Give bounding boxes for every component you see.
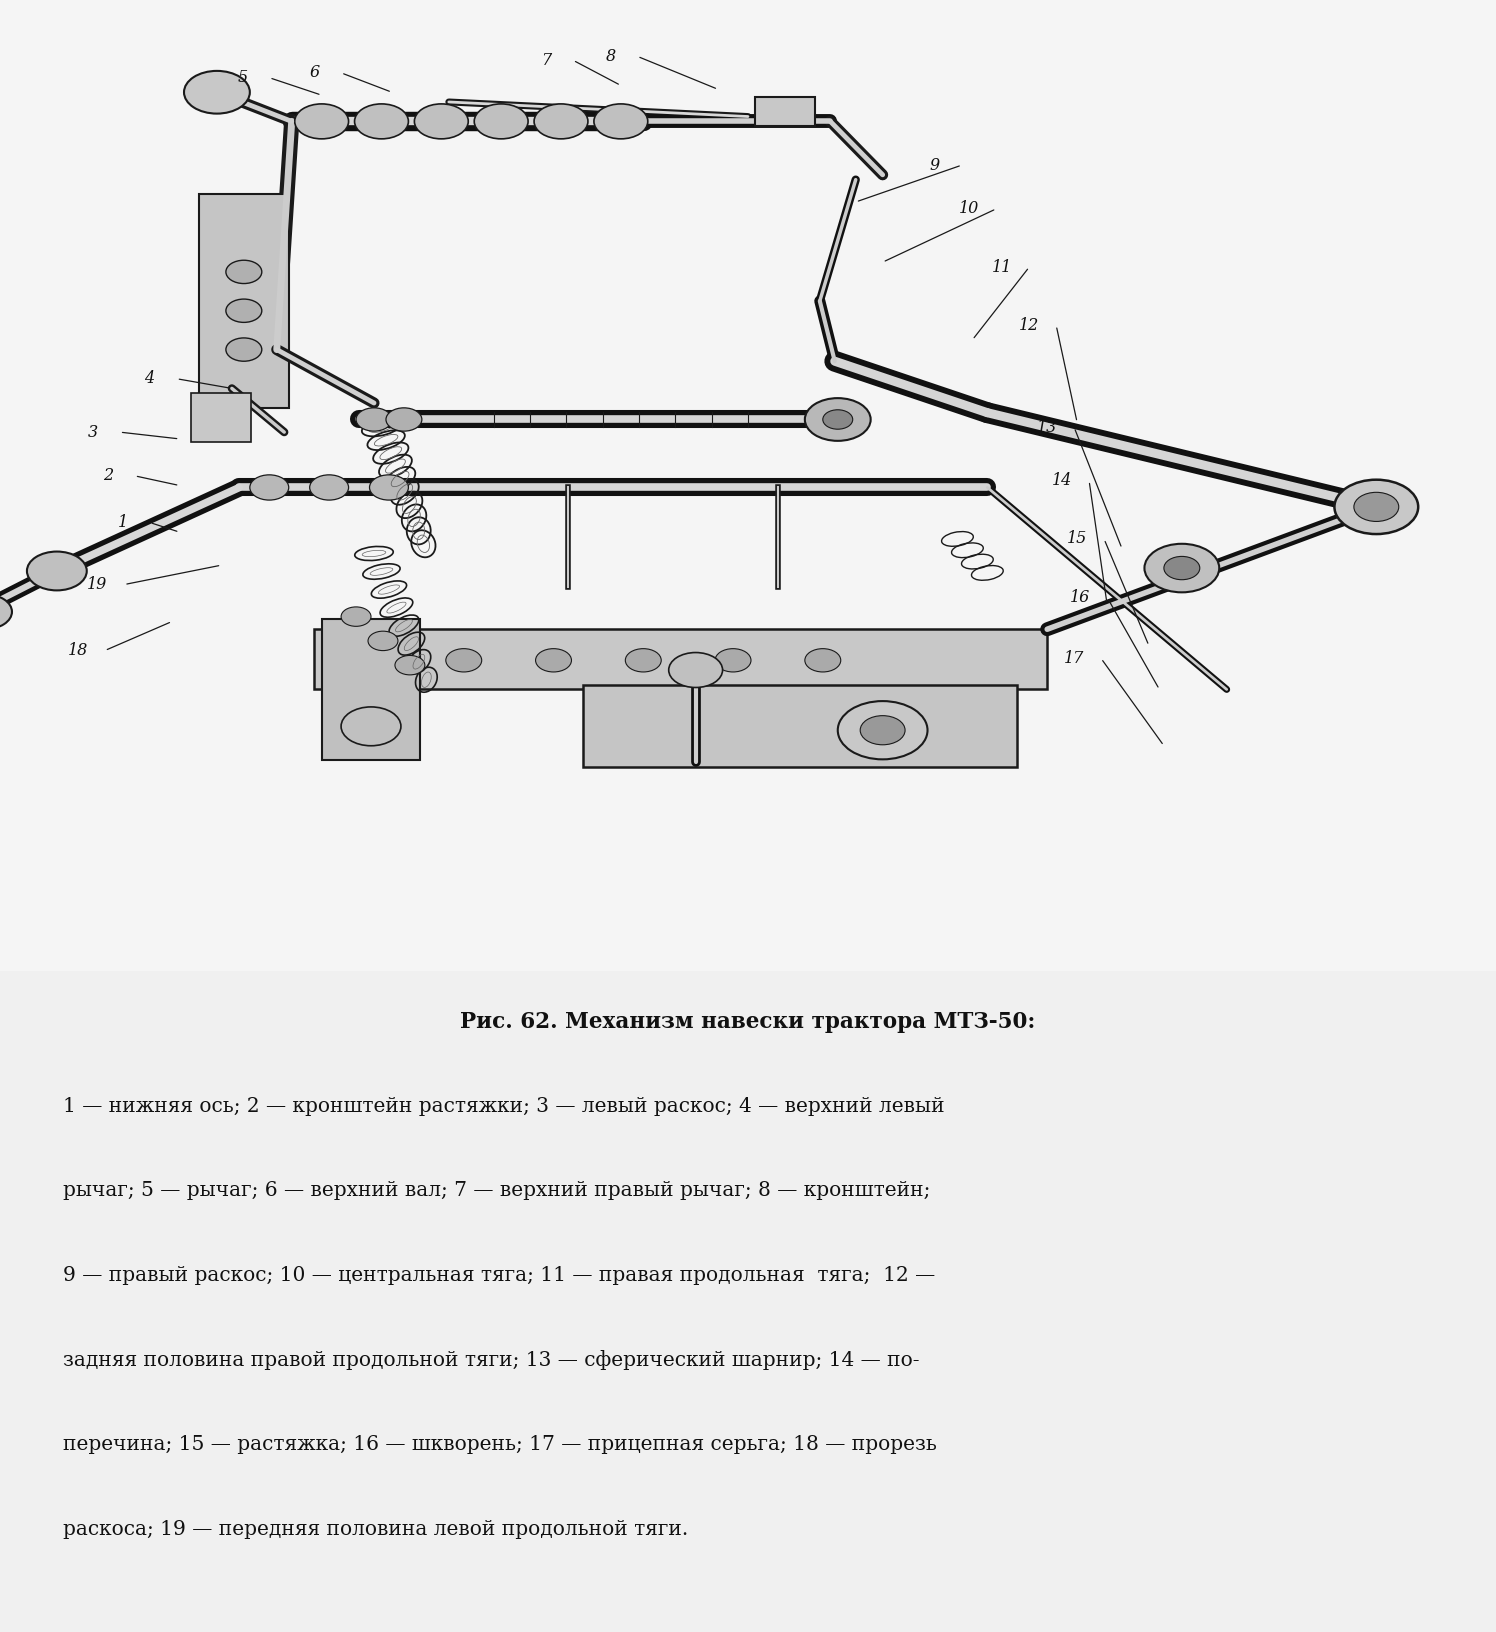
Text: 8: 8 (606, 47, 615, 65)
Circle shape (1144, 543, 1219, 592)
Text: 12: 12 (1019, 317, 1040, 335)
Text: 1: 1 (118, 514, 127, 530)
Text: задняя половина правой продольной тяги; 13 — сферический шарнир; 14 — по-: задняя половина правой продольной тяги; … (63, 1350, 920, 1371)
Circle shape (414, 104, 468, 139)
Circle shape (446, 648, 482, 672)
Circle shape (536, 648, 571, 672)
Text: 9 — правый раскос; 10 — центральная тяга; 11 — правая продольная  тяга;  12 —: 9 — правый раскос; 10 — центральная тяга… (63, 1266, 935, 1284)
Text: 1 — нижняя ось; 2 — кронштейн растяжки; 3 — левый раскос; 4 — верхний левый: 1 — нижняя ось; 2 — кронштейн растяжки; … (63, 1097, 944, 1116)
Text: 16: 16 (1070, 589, 1091, 605)
Circle shape (370, 475, 408, 499)
FancyBboxPatch shape (199, 194, 289, 408)
Circle shape (1354, 493, 1399, 522)
Text: раскоса; 19 — передняя половина левой продольной тяги.: раскоса; 19 — передняя половина левой пр… (63, 1519, 688, 1539)
FancyBboxPatch shape (322, 619, 419, 761)
Text: 7: 7 (542, 52, 551, 69)
Circle shape (805, 398, 871, 441)
Text: 13: 13 (1037, 419, 1058, 436)
Circle shape (395, 656, 425, 676)
Polygon shape (583, 684, 1017, 767)
Polygon shape (755, 96, 815, 126)
Circle shape (474, 104, 528, 139)
Circle shape (0, 594, 12, 630)
Text: 6: 6 (310, 64, 319, 82)
Circle shape (226, 338, 262, 361)
Circle shape (355, 104, 408, 139)
Text: 11: 11 (992, 258, 1013, 276)
Text: 5: 5 (238, 69, 247, 86)
Text: 19: 19 (87, 576, 108, 592)
Circle shape (860, 716, 905, 744)
Circle shape (386, 408, 422, 431)
Polygon shape (314, 630, 1047, 689)
Circle shape (27, 552, 87, 591)
Circle shape (341, 707, 401, 746)
Circle shape (368, 632, 398, 651)
Circle shape (594, 104, 648, 139)
Circle shape (534, 104, 588, 139)
Circle shape (805, 648, 841, 672)
Circle shape (715, 648, 751, 672)
Circle shape (1164, 557, 1200, 579)
Circle shape (823, 410, 853, 429)
Text: 18: 18 (67, 641, 88, 659)
Text: 17: 17 (1064, 650, 1085, 667)
Text: 2: 2 (103, 467, 112, 485)
Circle shape (184, 70, 250, 114)
Circle shape (226, 299, 262, 323)
Text: 15: 15 (1067, 530, 1088, 547)
Circle shape (838, 702, 928, 759)
Circle shape (669, 653, 723, 687)
Circle shape (625, 648, 661, 672)
Text: 10: 10 (959, 201, 980, 217)
Text: 4: 4 (145, 370, 154, 387)
Circle shape (226, 259, 262, 284)
Circle shape (295, 104, 349, 139)
Text: 14: 14 (1052, 472, 1073, 490)
Circle shape (341, 607, 371, 627)
Circle shape (1334, 480, 1418, 534)
Circle shape (356, 408, 392, 431)
Circle shape (310, 475, 349, 499)
Text: 9: 9 (931, 157, 939, 173)
Text: 3: 3 (88, 424, 97, 441)
Text: Рис. 62. Механизм навески трактора МТЗ-50:: Рис. 62. Механизм навески трактора МТЗ-5… (461, 1010, 1035, 1033)
Circle shape (250, 475, 289, 499)
FancyBboxPatch shape (191, 393, 251, 442)
Text: рычаг; 5 — рычаг; 6 — верхний вал; 7 — верхний правый рычаг; 8 — кронштейн;: рычаг; 5 — рычаг; 6 — верхний вал; 7 — в… (63, 1182, 931, 1200)
Text: перечина; 15 — растяжка; 16 — шкворень; 17 — прицепная серьга; 18 — прорезь: перечина; 15 — растяжка; 16 — шкворень; … (63, 1435, 936, 1454)
